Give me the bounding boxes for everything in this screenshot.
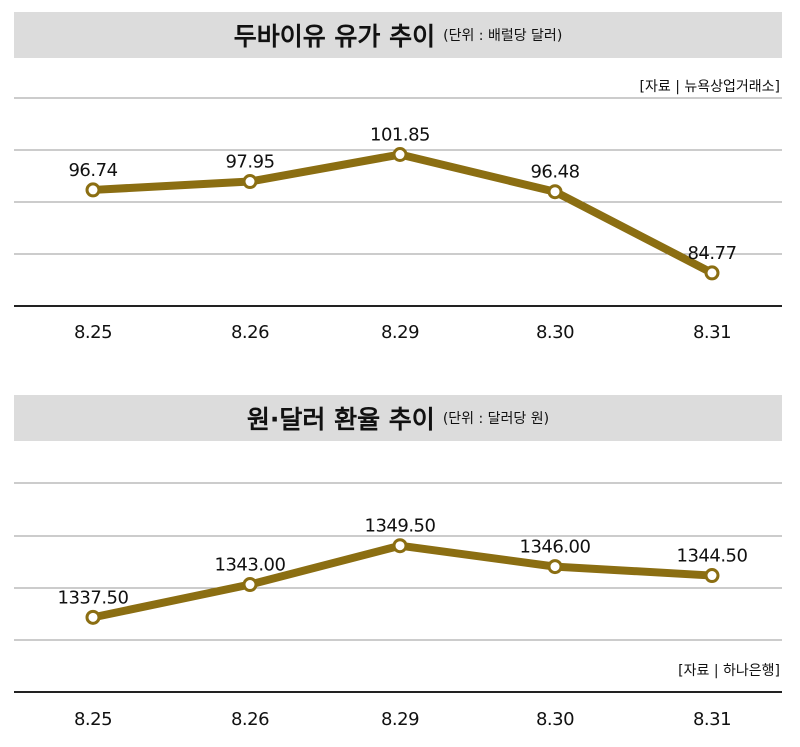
oil-source-label: [자료 | 뉴욕상업거래소] (639, 79, 780, 95)
oil-data-label: 96.48 (530, 162, 579, 183)
oil-price-panel: 두바이유 유가 추이 (단위 : 배럴당 달러) [자료 | 뉴욕상업거래소] … (0, 0, 800, 372)
oil-chart-title: 두바이유 유가 추이 (233, 22, 436, 51)
fx-series-line (89, 541, 716, 622)
fx-data-label: 1344.50 (677, 546, 748, 567)
oil-x-tick-label: 8.25 (74, 322, 112, 343)
oil-data-label: 101.85 (370, 125, 430, 146)
fx-data-label: 1337.50 (58, 587, 129, 608)
exchange-rate-panel: 원·달러 환율 추이 (단위 : 달러당 원) [자료 | 하나은행] 1337… (0, 395, 800, 747)
fx-unit-label: (단위 : 달러당 원) (442, 411, 550, 427)
fx-x-tick-label: 8.30 (536, 709, 574, 730)
oil-data-point (242, 174, 258, 190)
fx-source-label: [자료 | 하나은행] (678, 663, 780, 679)
fx-title-bar: 원·달러 환율 추이 (단위 : 달러당 원) (14, 395, 782, 441)
oil-data-point (704, 265, 720, 281)
oil-unit-label: (단위 : 배럴당 달러) (443, 28, 563, 44)
oil-data-label: 84.77 (687, 243, 736, 264)
fx-x-tick-label: 8.31 (693, 709, 731, 730)
fx-data-label: 1346.00 (520, 537, 591, 558)
oil-x-tick-label: 8.26 (231, 322, 269, 343)
fx-x-tick-label: 8.26 (231, 709, 269, 730)
fx-data-label: 1343.00 (215, 555, 286, 576)
oil-data-label: 97.95 (225, 152, 274, 173)
fx-x-tick-label: 8.29 (381, 709, 419, 730)
fx-data-point (242, 577, 258, 593)
oil-line-chart: 96.74 97.95 101.85 96.48 84.77 8.25 8.26 8.29 8.… (14, 97, 782, 343)
fx-x-tick-label: 8.25 (74, 709, 112, 730)
fx-data-point (85, 609, 101, 625)
oil-x-tick-label: 8.29 (381, 322, 419, 343)
oil-data-point (547, 184, 563, 200)
oil-data-point (392, 147, 408, 163)
oil-title-bar: 두바이유 유가 추이 (단위 : 배럴당 달러) (14, 12, 782, 58)
oil-data-label: 96.74 (68, 160, 117, 181)
fx-line-chart: 1337.50 1343.00 1349.50 1346.00 1344.50 8.25 8… (14, 482, 782, 730)
fx-data-point (392, 538, 408, 554)
oil-data-point (85, 182, 101, 198)
fx-data-point (704, 568, 720, 584)
fx-chart-title: 원·달러 환율 추이 (246, 405, 435, 434)
oil-x-tick-label: 8.31 (693, 322, 731, 343)
oil-series-line (89, 150, 716, 277)
fx-data-label: 1349.50 (365, 516, 436, 537)
oil-x-tick-label: 8.30 (536, 322, 574, 343)
fx-data-point (547, 559, 563, 575)
